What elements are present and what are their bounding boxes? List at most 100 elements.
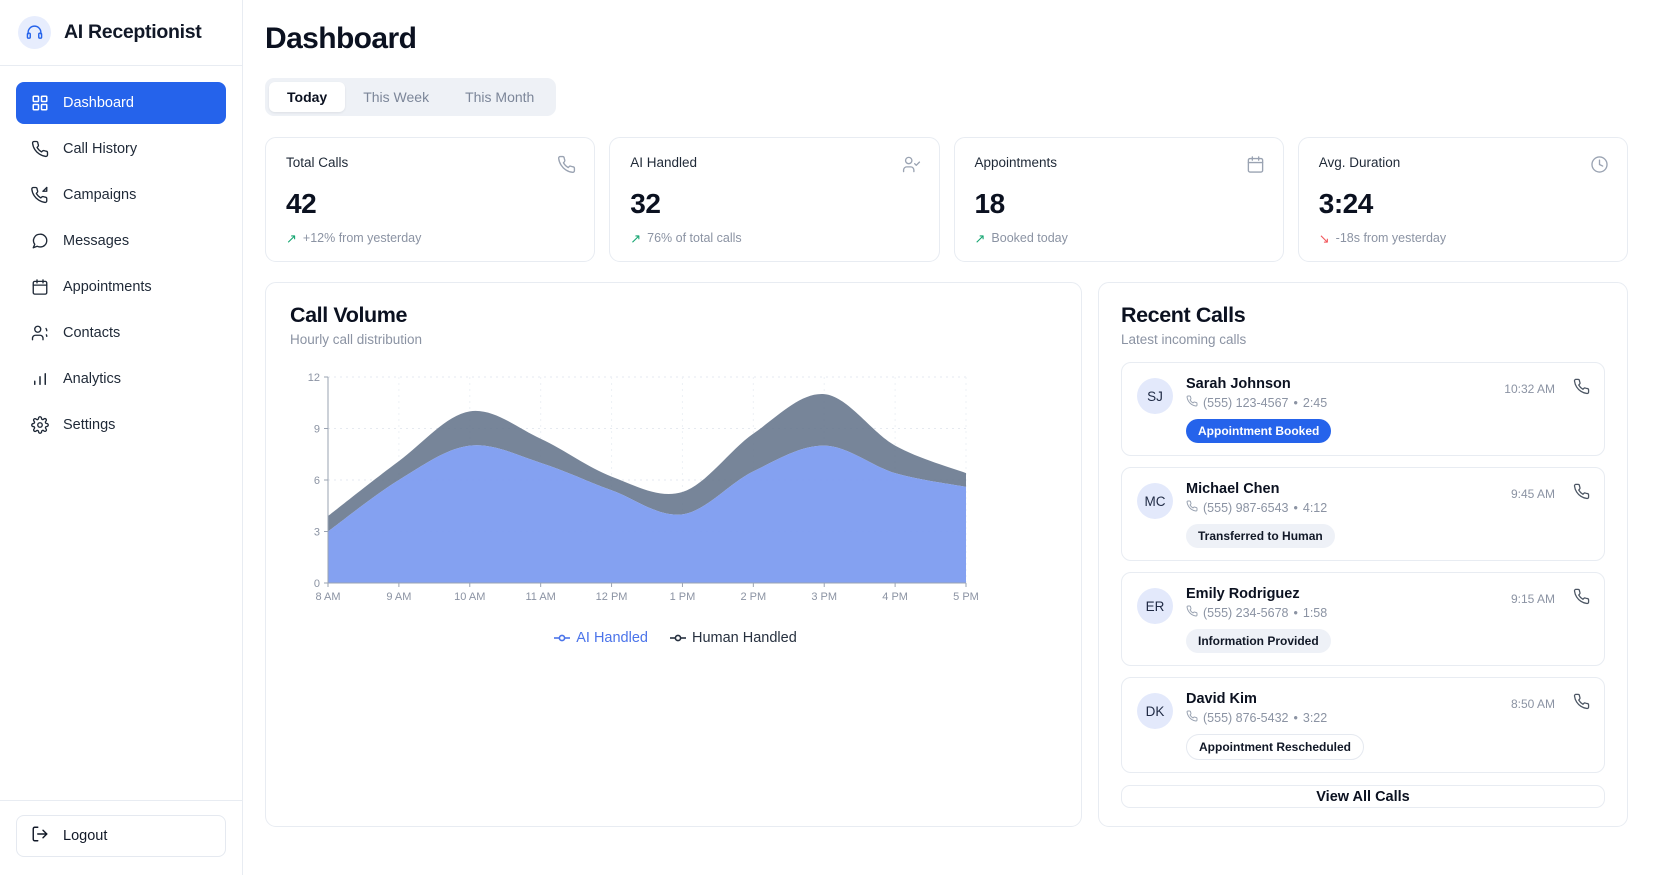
stat-subtext: -18s from yesterday	[1335, 231, 1447, 245]
phone-icon	[557, 155, 576, 179]
sidebar-item-messages[interactable]: Messages	[16, 220, 226, 262]
call-row[interactable]: DK David Kim (555) 876-5432 • 3:22	[1121, 677, 1605, 773]
call-row[interactable]: SJ Sarah Johnson (555) 123-4567 • 2:45	[1121, 362, 1605, 456]
call-meta: (555) 987-6543 • 4:12	[1186, 500, 1498, 515]
view-all-calls-button[interactable]: View All Calls	[1121, 785, 1605, 808]
logout-button[interactable]: Logout	[16, 815, 226, 857]
recent-calls-subtitle: Latest incoming calls	[1121, 332, 1247, 347]
call-time: 9:15 AM	[1510, 592, 1555, 606]
legend-item-ai-handled[interactable]: AI Handled	[554, 630, 648, 646]
legend-label: AI Handled	[576, 630, 648, 646]
page-title: Dashboard	[265, 22, 417, 55]
call-duration: 1:58	[1302, 605, 1328, 620]
svg-text:3: 3	[314, 527, 320, 539]
sidebar-item-label: Appointments	[63, 279, 152, 295]
stat-value: 3:24	[1318, 188, 1374, 219]
stat-subtext: Booked today	[991, 231, 1068, 245]
user-check-icon	[902, 155, 921, 179]
stat-value: 32	[630, 188, 661, 219]
stat-card-total-calls: Total Calls 42 ↗ +12% from yesterday	[265, 137, 596, 262]
legend-marker-icon	[554, 634, 571, 642]
svg-text:0: 0	[314, 578, 320, 590]
meta-separator: •	[1293, 605, 1298, 620]
call-back-icon[interactable]	[1573, 693, 1590, 715]
svg-text:3 PM: 3 PM	[811, 591, 837, 603]
legend-item-human-handled[interactable]: Human Handled	[669, 630, 797, 646]
sidebar-item-settings[interactable]: Settings	[16, 404, 226, 446]
tab-today[interactable]: Today	[269, 82, 346, 112]
sidebar-item-label: Call History	[63, 141, 138, 157]
avatar: SJ	[1137, 378, 1173, 414]
recent-calls-list: SJ Sarah Johnson (555) 123-4567 • 2:45	[1121, 362, 1605, 773]
trend-up-icon: ↗	[974, 230, 986, 246]
chart-subtitle: Hourly call distribution	[290, 332, 423, 347]
sidebar-item-label: Settings	[63, 417, 116, 433]
stat-card-appointments: Appointments 18 ↗ Booked today	[953, 137, 1284, 262]
svg-text:8 AM: 8 AM	[315, 591, 340, 603]
sidebar-item-contacts[interactable]: Contacts	[16, 312, 226, 354]
calendar-icon	[1246, 155, 1265, 179]
sidebar-item-label: Analytics	[63, 371, 122, 387]
avatar: DK	[1137, 693, 1173, 729]
meta-separator: •	[1293, 500, 1298, 515]
stat-card-avg-duration: Avg. Duration 3:24 ↘ -18s from yesterday	[1297, 137, 1628, 262]
svg-text:6: 6	[314, 475, 320, 487]
brand-title: AI Receptionist	[64, 21, 202, 43]
stat-label: Avg. Duration	[1318, 155, 1401, 170]
call-volume-panel: Call Volume Hourly call distribution 0 3 6…	[265, 282, 1082, 827]
call-row-actions: 10:32 AM	[1504, 376, 1590, 400]
trend-up-icon: ↗	[630, 230, 642, 246]
tab-this-week[interactable]: This Week	[363, 89, 430, 105]
call-row[interactable]: ER Emily Rodriguez (555) 234-5678 • 1:58	[1121, 572, 1605, 666]
svg-text:2 PM: 2 PM	[740, 591, 766, 603]
caller-name: Michael Chen	[1186, 481, 1280, 497]
call-back-icon[interactable]	[1573, 588, 1590, 610]
sidebar-item-call-history[interactable]: Call History	[16, 128, 226, 170]
sidebar-item-label: Campaigns	[63, 187, 137, 203]
sidebar-item-analytics[interactable]: Analytics	[16, 358, 226, 400]
call-details: Sarah Johnson (555) 123-4567 • 2:45 Appo…	[1186, 376, 1491, 443]
sidebar-item-appointments[interactable]: Appointments	[16, 266, 226, 308]
meta-separator: •	[1293, 395, 1298, 410]
call-time: 10:32 AM	[1504, 382, 1555, 396]
headset-icon	[18, 16, 51, 49]
caller-phone: (555) 987-6543	[1203, 500, 1289, 515]
caller-name: Sarah Johnson	[1186, 376, 1291, 392]
call-time: 8:50 AM	[1510, 697, 1555, 711]
stat-subtext-row: ↗ 76% of total calls	[630, 231, 920, 245]
call-row[interactable]: MC Michael Chen (555) 987-6543 • 4:12	[1121, 467, 1605, 561]
call-duration: 2:45	[1302, 395, 1328, 410]
call-row-actions: 8:50 AM	[1511, 691, 1590, 715]
call-meta: (555) 876-5432 • 3:22	[1186, 710, 1498, 725]
sidebar: AI Receptionist Dashboard Call History C…	[0, 0, 243, 875]
svg-text:4 PM: 4 PM	[882, 591, 908, 603]
call-details: Emily Rodriguez (555) 234-5678 • 1:58 In…	[1186, 586, 1498, 653]
brand: AI Receptionist	[0, 0, 242, 66]
sidebar-nav: Dashboard Call History Campaigns Message…	[0, 66, 242, 800]
recent-calls-panel: Recent Calls Latest incoming calls SJ Sa…	[1098, 282, 1628, 827]
call-meta: (555) 234-5678 • 1:58	[1186, 605, 1498, 620]
call-back-icon[interactable]	[1573, 483, 1590, 505]
status-badge: Transferred to Human	[1186, 524, 1335, 548]
clock-icon	[1590, 155, 1609, 179]
sidebar-item-label: Messages	[63, 233, 130, 249]
call-back-icon[interactable]	[1573, 378, 1590, 400]
caller-phone: (555) 876-5432	[1203, 710, 1289, 725]
caller-phone: (555) 123-4567	[1203, 395, 1289, 410]
chart-legend: AI Handled Human Handled	[290, 630, 1061, 646]
stat-card-ai-handled: AI Handled 32 ↗ 76% of total calls	[609, 137, 940, 262]
legend-label: Human Handled	[691, 630, 797, 646]
svg-text:12: 12	[308, 372, 320, 384]
stat-label: Total Calls	[286, 155, 349, 170]
avatar: MC	[1137, 483, 1173, 519]
stat-subtext: +12% from yesterday	[302, 231, 422, 245]
trend-up-icon: ↗	[286, 230, 297, 246]
svg-text:11 AM: 11 AM	[525, 591, 555, 603]
stat-subtext-row: ↘ -18s from yesterday	[1319, 231, 1609, 245]
call-volume-chart: 0 3 6 9 12 8 AM 9 AM 10 AM 11 AM 12 PM 1 PM 2 PM 3 P…	[308, 372, 979, 603]
sidebar-item-campaigns[interactable]: Campaigns	[16, 174, 226, 216]
tab-this-month[interactable]: This Month	[465, 89, 535, 105]
sidebar-item-dashboard[interactable]: Dashboard	[16, 82, 226, 124]
call-row-actions: 9:45 AM	[1511, 481, 1590, 505]
